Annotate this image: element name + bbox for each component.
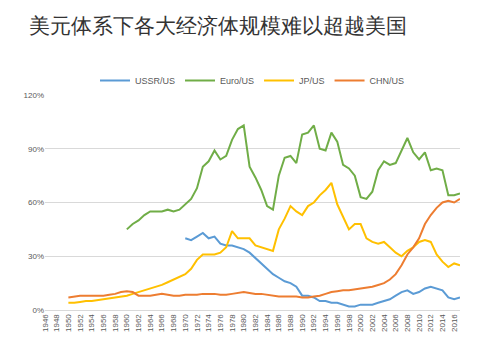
- svg-text:美元体系下各大经济体规模难以超越美国: 美元体系下各大经济体规模难以超越美国: [29, 14, 407, 37]
- svg-text:1956: 1956: [99, 314, 108, 332]
- svg-text:USSR/US: USSR/US: [135, 76, 175, 86]
- svg-text:1994: 1994: [321, 314, 330, 332]
- svg-text:1972: 1972: [193, 314, 202, 332]
- svg-text:1988: 1988: [286, 314, 295, 332]
- svg-text:2008: 2008: [403, 314, 412, 332]
- svg-text:1960: 1960: [122, 314, 131, 332]
- svg-text:1968: 1968: [169, 314, 178, 332]
- svg-text:1978: 1978: [228, 314, 237, 332]
- svg-text:1954: 1954: [87, 314, 96, 332]
- svg-text:1950: 1950: [64, 314, 73, 332]
- svg-text:1964: 1964: [146, 314, 155, 332]
- svg-text:1952: 1952: [76, 314, 85, 332]
- svg-text:1996: 1996: [333, 314, 342, 332]
- svg-text:0%: 0%: [32, 306, 44, 315]
- svg-text:1982: 1982: [251, 314, 260, 332]
- svg-text:1948: 1948: [52, 314, 61, 332]
- svg-text:2006: 2006: [391, 314, 400, 332]
- svg-text:1980: 1980: [239, 314, 248, 332]
- svg-text:2002: 2002: [368, 314, 377, 332]
- svg-text:1966: 1966: [158, 314, 167, 332]
- svg-text:1986: 1986: [274, 314, 283, 332]
- svg-text:1998: 1998: [345, 314, 354, 332]
- svg-text:1976: 1976: [216, 314, 225, 332]
- svg-text:2016: 2016: [450, 314, 459, 332]
- svg-text:JP/US: JP/US: [299, 76, 325, 86]
- svg-text:30%: 30%: [28, 252, 44, 261]
- svg-text:1990: 1990: [298, 314, 307, 332]
- svg-text:CHN/US: CHN/US: [370, 76, 405, 86]
- svg-text:2014: 2014: [438, 314, 447, 332]
- svg-text:90%: 90%: [28, 145, 44, 154]
- svg-text:60%: 60%: [28, 198, 44, 207]
- svg-text:1992: 1992: [309, 314, 318, 332]
- svg-text:120%: 120%: [24, 91, 44, 100]
- svg-text:1970: 1970: [181, 314, 190, 332]
- svg-text:Euro/US: Euro/US: [220, 76, 254, 86]
- svg-text:2010: 2010: [415, 314, 424, 332]
- svg-text:1974: 1974: [204, 314, 213, 332]
- svg-text:1962: 1962: [134, 314, 143, 332]
- svg-text:2000: 2000: [356, 314, 365, 332]
- svg-text:1958: 1958: [111, 314, 120, 332]
- svg-text:2012: 2012: [426, 314, 435, 332]
- svg-text:2004: 2004: [380, 314, 389, 332]
- svg-text:1984: 1984: [263, 314, 272, 332]
- svg-text:1946: 1946: [41, 314, 50, 332]
